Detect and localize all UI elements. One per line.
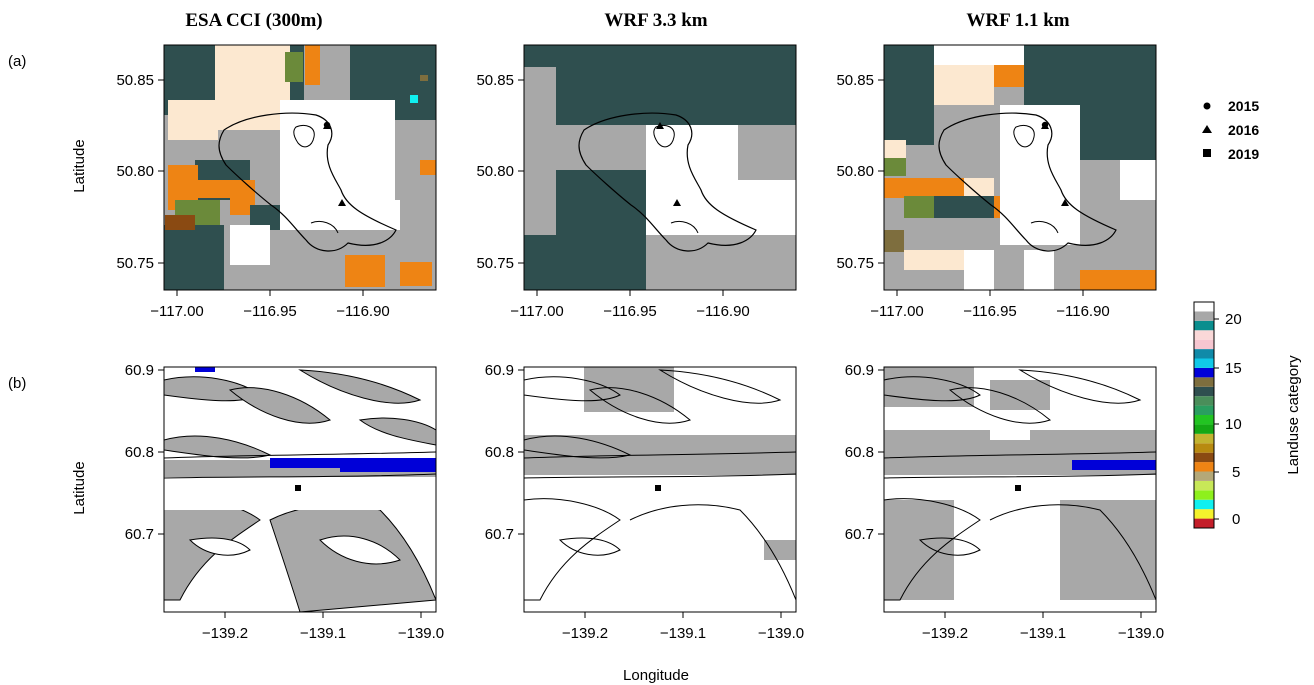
y-tick-label: 50.85 bbox=[476, 72, 514, 89]
x-tick-label: −116.90 bbox=[336, 303, 390, 320]
row-label: (b) bbox=[8, 375, 26, 392]
map-panel-a-wrf33 bbox=[523, 44, 797, 291]
colorbar-swatch bbox=[1194, 320, 1214, 331]
colorbar-swatch bbox=[1194, 415, 1214, 425]
colorbar-swatch bbox=[1194, 302, 1214, 312]
colorbar-tick-label: 0 bbox=[1232, 511, 1240, 528]
y-tick-label: 60.9 bbox=[845, 362, 874, 379]
x-tick-label: −117.00 bbox=[870, 303, 924, 320]
colorbar-swatch bbox=[1194, 358, 1214, 368]
x-tick-label: −139.1 bbox=[1020, 625, 1066, 642]
y-tick-label: 60.7 bbox=[485, 526, 514, 543]
colorbar-tick-label: 15 bbox=[1225, 360, 1242, 377]
colorbar-swatch bbox=[1194, 339, 1214, 350]
map-panel-a-esa bbox=[163, 44, 437, 291]
colorbar-tick-label: 20 bbox=[1225, 311, 1242, 328]
x-tick-label: −117.00 bbox=[150, 303, 204, 320]
column-title: WRF 3.3 km bbox=[604, 10, 707, 31]
triangle-marker-icon bbox=[1202, 125, 1212, 133]
colorbar-swatch bbox=[1194, 480, 1214, 491]
colorbar-tick-label: 5 bbox=[1232, 464, 1240, 481]
map-panel-b-wrf11 bbox=[883, 366, 1157, 613]
y-tick-label: 60.8 bbox=[845, 444, 874, 461]
colorbar-swatch bbox=[1194, 377, 1214, 387]
x-tick-label: −116.90 bbox=[1056, 303, 1110, 320]
x-tick-label: −139.2 bbox=[922, 625, 968, 642]
x-tick-label: −139.2 bbox=[202, 625, 248, 642]
y-tick-label: 50.75 bbox=[476, 255, 514, 272]
y-tick-label: 50.85 bbox=[836, 72, 874, 89]
y-tick-label: 50.80 bbox=[116, 163, 154, 180]
x-tick-label: −116.90 bbox=[696, 303, 750, 320]
marker-legend: 2015 2016 2019 bbox=[1202, 98, 1259, 162]
y-tick-label: 50.75 bbox=[836, 255, 874, 272]
y-tick-label: 60.9 bbox=[485, 362, 514, 379]
x-tick-label: −117.00 bbox=[510, 303, 564, 320]
colorbar-swatch bbox=[1194, 490, 1214, 500]
y-tick-label: 60.9 bbox=[125, 362, 154, 379]
colorbar-swatch bbox=[1194, 386, 1214, 397]
map-panel-b-wrf33 bbox=[523, 366, 797, 613]
y-tick-label: 50.85 bbox=[116, 72, 154, 89]
colorbar-swatch bbox=[1194, 509, 1214, 519]
row-label: (a) bbox=[8, 53, 26, 70]
legend-label: 2015 bbox=[1228, 98, 1259, 114]
y-axis-ticks-a bbox=[158, 79, 884, 264]
x-tick-label: −139.0 bbox=[758, 625, 804, 642]
colorbar-swatch bbox=[1194, 452, 1214, 463]
column-title: ESA CCI (300m) bbox=[185, 10, 322, 31]
y-axis-ticks-b bbox=[158, 369, 884, 535]
x-tick-label: −116.95 bbox=[243, 303, 297, 320]
colorbar-swatch bbox=[1194, 424, 1214, 434]
legend-label: 2019 bbox=[1228, 146, 1259, 162]
colorbar-swatch bbox=[1194, 367, 1214, 378]
x-axis-ticks-b bbox=[224, 612, 1142, 618]
y-axis-label: Latitude bbox=[71, 139, 88, 192]
x-tick-label: −116.95 bbox=[963, 303, 1017, 320]
colorbar-swatch bbox=[1194, 349, 1214, 359]
colorbar-tick-label: 10 bbox=[1225, 416, 1242, 433]
x-tick-label: −139.2 bbox=[562, 625, 608, 642]
y-tick-label: 50.75 bbox=[116, 255, 154, 272]
square-marker-icon bbox=[1203, 149, 1211, 157]
y-axis-label: Latitude bbox=[71, 461, 88, 514]
x-tick-label: −139.0 bbox=[398, 625, 444, 642]
y-tick-label: 60.8 bbox=[125, 444, 154, 461]
x-tick-label: −139.1 bbox=[660, 625, 706, 642]
colorbar-swatch bbox=[1194, 405, 1214, 415]
y-tick-label: 50.80 bbox=[476, 163, 514, 180]
colorbar-swatch bbox=[1194, 471, 1214, 481]
y-tick-label: 60.7 bbox=[125, 526, 154, 543]
colorbar-swatch bbox=[1194, 518, 1214, 528]
circle-marker-icon bbox=[1203, 102, 1211, 110]
y-tick-label: 60.8 bbox=[485, 444, 514, 461]
colorbar-swatch bbox=[1194, 462, 1214, 472]
x-tick-label: −116.95 bbox=[603, 303, 657, 320]
map-panel-b-esa bbox=[163, 366, 437, 613]
y-tick-label: 50.80 bbox=[836, 163, 874, 180]
colorbar-swatch bbox=[1194, 311, 1214, 321]
x-axis-ticks-a bbox=[176, 290, 1084, 296]
colorbar-swatch bbox=[1194, 396, 1214, 406]
x-tick-label: −139.0 bbox=[1118, 625, 1164, 642]
x-axis-label: Longitude bbox=[623, 667, 689, 684]
map-panel-a-wrf11 bbox=[883, 44, 1157, 291]
column-title: WRF 1.1 km bbox=[966, 10, 1069, 31]
colorbar-swatch bbox=[1194, 443, 1214, 453]
colorbar-swatch bbox=[1194, 433, 1214, 444]
colorbar-title: Landuse category bbox=[1285, 355, 1302, 475]
x-tick-label: −139.1 bbox=[300, 625, 346, 642]
legend-label: 2016 bbox=[1228, 122, 1259, 138]
landuse-colorbar: 20 15 10 5 0 Landuse category bbox=[1193, 301, 1302, 529]
colorbar-swatch bbox=[1194, 499, 1214, 510]
colorbar-swatch bbox=[1194, 330, 1214, 340]
y-tick-label: 60.7 bbox=[845, 526, 874, 543]
colorbar-frame bbox=[1193, 301, 1215, 529]
